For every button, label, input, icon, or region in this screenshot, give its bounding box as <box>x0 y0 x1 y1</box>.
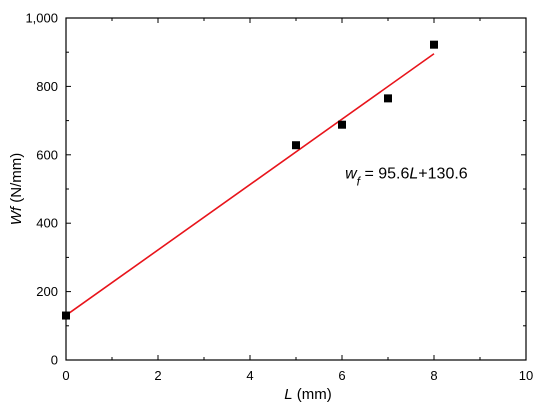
fit-line-layer <box>65 53 435 316</box>
axis-tick-labels: 0 2 4 6 8 10 0 200 400 600 800 1,000 <box>25 11 533 384</box>
y-tick-label: 400 <box>36 216 58 231</box>
x-tick-label: 6 <box>338 368 345 383</box>
data-point <box>62 311 70 320</box>
y-tick-label: 600 <box>36 147 58 162</box>
linear-fit-line <box>65 53 435 316</box>
data-point <box>384 94 392 103</box>
x-tick-label: 2 <box>154 368 161 383</box>
x-axis-title: L (mm) <box>284 386 332 403</box>
data-points <box>62 40 438 320</box>
y-tick-label: 0 <box>51 353 58 368</box>
x-tick-label: 10 <box>519 368 533 383</box>
axis-ticks <box>65 17 527 361</box>
data-point <box>430 40 438 49</box>
x-tick-label: 0 <box>62 368 69 383</box>
x-tick-label: 4 <box>246 368 253 383</box>
fit-equation-annotation: wf = 95.6L+130.6 <box>345 166 468 189</box>
x-tick-label: 8 <box>430 368 437 383</box>
data-point <box>292 141 300 150</box>
y-tick-label: 200 <box>36 284 58 299</box>
plot-frame <box>65 17 527 361</box>
data-point <box>338 120 346 129</box>
y-tick-label: 800 <box>36 79 58 94</box>
y-tick-label: 1,000 <box>25 11 58 26</box>
y-axis-title: Wf (N/mm) <box>8 153 25 225</box>
